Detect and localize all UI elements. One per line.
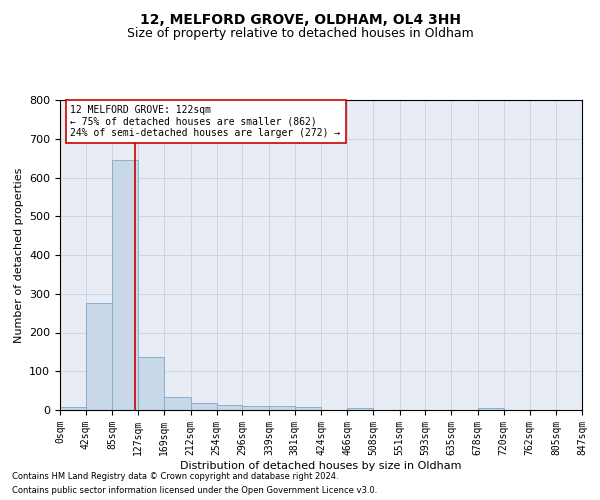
Bar [164, 397, 191, 410]
Bar [347, 408, 373, 410]
Bar [138, 356, 164, 410]
Text: Contains public sector information licensed under the Open Government Licence v3: Contains public sector information licen… [12, 486, 377, 495]
Bar [217, 406, 242, 410]
Bar [86, 304, 112, 410]
Bar [60, 407, 86, 410]
Text: 12 MELFORD GROVE: 122sqm
← 75% of detached houses are smaller (862)
24% of semi-: 12 MELFORD GROVE: 122sqm ← 75% of detach… [70, 104, 341, 138]
Bar [191, 403, 217, 410]
Bar [478, 408, 504, 410]
Bar [112, 160, 138, 410]
Text: Contains HM Land Registry data © Crown copyright and database right 2024.: Contains HM Land Registry data © Crown c… [12, 472, 338, 481]
Bar [242, 406, 269, 410]
Text: Size of property relative to detached houses in Oldham: Size of property relative to detached ho… [127, 28, 473, 40]
Bar [269, 406, 295, 410]
Y-axis label: Number of detached properties: Number of detached properties [14, 168, 23, 342]
Bar [295, 406, 322, 410]
X-axis label: Distribution of detached houses by size in Oldham: Distribution of detached houses by size … [180, 460, 462, 470]
Text: 12, MELFORD GROVE, OLDHAM, OL4 3HH: 12, MELFORD GROVE, OLDHAM, OL4 3HH [139, 12, 461, 26]
